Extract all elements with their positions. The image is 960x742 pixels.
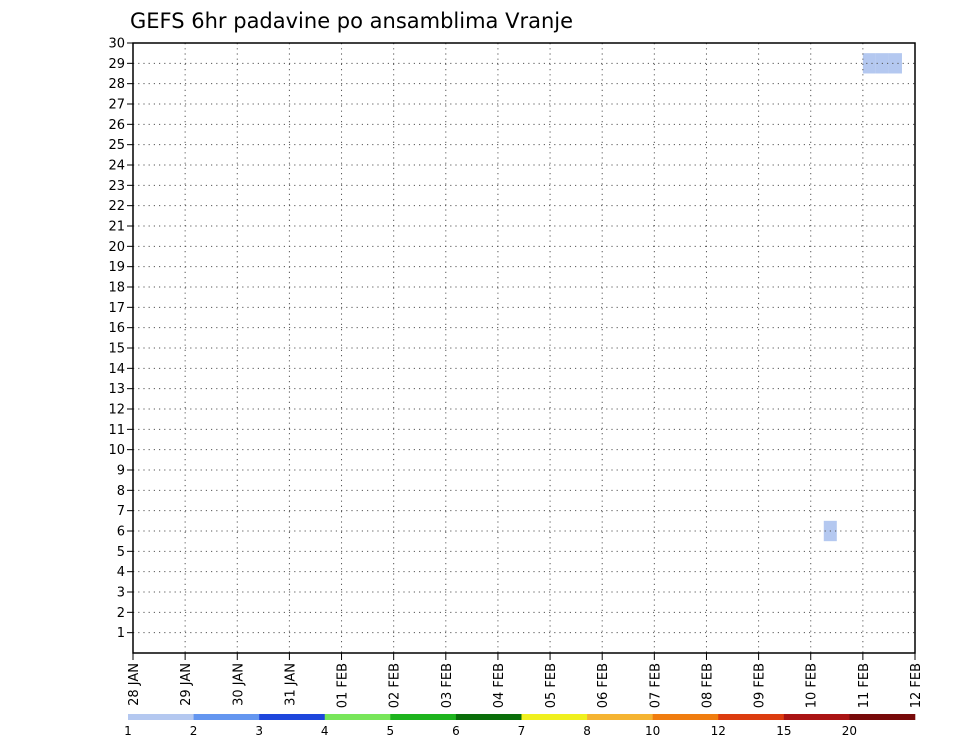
legend-swatch	[521, 714, 588, 720]
x-tick-label: 01 FEB	[336, 663, 351, 708]
legend-label: 4	[321, 724, 329, 738]
x-tick-label: 05 FEB	[544, 663, 559, 708]
y-tick-label: 22	[108, 199, 125, 214]
legend-label: 5	[387, 724, 395, 738]
grid-lines	[133, 43, 915, 653]
x-tick-label: 11 FEB	[857, 663, 872, 708]
y-tick-label: 20	[108, 240, 125, 255]
legend-swatch	[390, 714, 457, 720]
x-axis: 28 JAN 29 JAN 30 JAN 31 JAN 01 FEB 02 FEB 03 F…	[127, 653, 924, 708]
y-tick-label: 17	[108, 301, 125, 316]
chart-title: GEFS 6hr padavine po ansamblima Vranje	[130, 9, 573, 33]
x-tick-label: 28 JAN	[127, 663, 142, 706]
y-tick-label: 8	[117, 484, 125, 499]
y-tick-label: 15	[108, 342, 125, 357]
y-tick-label: 27	[108, 98, 125, 113]
legend-label: 3	[255, 724, 263, 738]
legend-label: 7	[518, 724, 526, 738]
x-tick-label: 30 JAN	[231, 663, 246, 706]
y-tick-label: 3	[117, 586, 125, 601]
legend-label: 12	[711, 724, 726, 738]
legend-label: 20	[842, 724, 857, 738]
y-tick-label: 25	[108, 138, 125, 153]
y-tick-label: 1	[117, 626, 125, 641]
legend-swatch	[718, 714, 785, 720]
x-tick-label: 08 FEB	[700, 663, 715, 708]
y-tick-label: 21	[108, 220, 125, 235]
legend-swatch	[259, 714, 326, 720]
y-tick-label: 10	[108, 443, 125, 458]
legend-swatch	[652, 714, 719, 720]
legend-swatch	[324, 714, 391, 720]
heatmap-cell	[862, 53, 876, 74]
legend-swatch	[849, 714, 916, 720]
legend-swatch	[455, 714, 522, 720]
heatmap-cell	[888, 53, 902, 74]
legend-swatch	[193, 714, 260, 720]
x-tick-label: 31 JAN	[283, 663, 298, 706]
y-tick-label: 7	[117, 504, 125, 519]
y-tick-label: 28	[108, 77, 125, 92]
legend-swatch	[128, 714, 194, 720]
legend-label: 8	[583, 724, 591, 738]
y-tick-label: 24	[108, 159, 125, 174]
y-tick-label: 23	[108, 179, 125, 194]
y-tick-label: 9	[117, 464, 125, 479]
x-tick-label: 10 FEB	[805, 663, 820, 708]
y-tick-label: 4	[117, 565, 125, 580]
x-tick-label: 09 FEB	[753, 663, 768, 708]
y-tick-label: 26	[108, 118, 125, 133]
legend-label: 1	[124, 724, 132, 738]
x-tick-label: 06 FEB	[596, 663, 611, 708]
y-tick-label: 5	[117, 545, 125, 560]
legend-label: 6	[452, 724, 460, 738]
y-tick-label: 14	[108, 362, 125, 377]
x-tick-label: 03 FEB	[440, 663, 455, 708]
y-tick-label: 6	[117, 525, 125, 540]
legend-label: 15	[776, 724, 791, 738]
legend-label: 10	[645, 724, 660, 738]
x-tick-label: 04 FEB	[492, 663, 507, 708]
y-tick-label: 30	[108, 37, 125, 52]
y-tick-label: 2	[117, 606, 125, 621]
y-tick-label: 29	[108, 57, 125, 72]
y-tick-label: 12	[108, 403, 125, 418]
legend-label: 2	[190, 724, 198, 738]
y-axis: 1234567891011121314151617181920212223242…	[108, 37, 133, 641]
x-tick-label: 02 FEB	[388, 663, 403, 708]
x-tick-label: 07 FEB	[648, 663, 663, 708]
x-tick-label: 12 FEB	[909, 663, 924, 708]
color-legend: 1 2 3 4 5 6 7 8 10 12 15 20	[124, 714, 916, 738]
x-tick-label: 29 JAN	[179, 663, 194, 706]
y-tick-label: 16	[108, 321, 125, 336]
legend-swatch	[587, 714, 653, 720]
y-tick-label: 19	[108, 260, 125, 275]
y-tick-label: 11	[108, 423, 125, 438]
y-tick-label: 13	[108, 382, 125, 397]
y-tick-label: 18	[108, 281, 125, 296]
legend-swatch	[783, 714, 850, 720]
